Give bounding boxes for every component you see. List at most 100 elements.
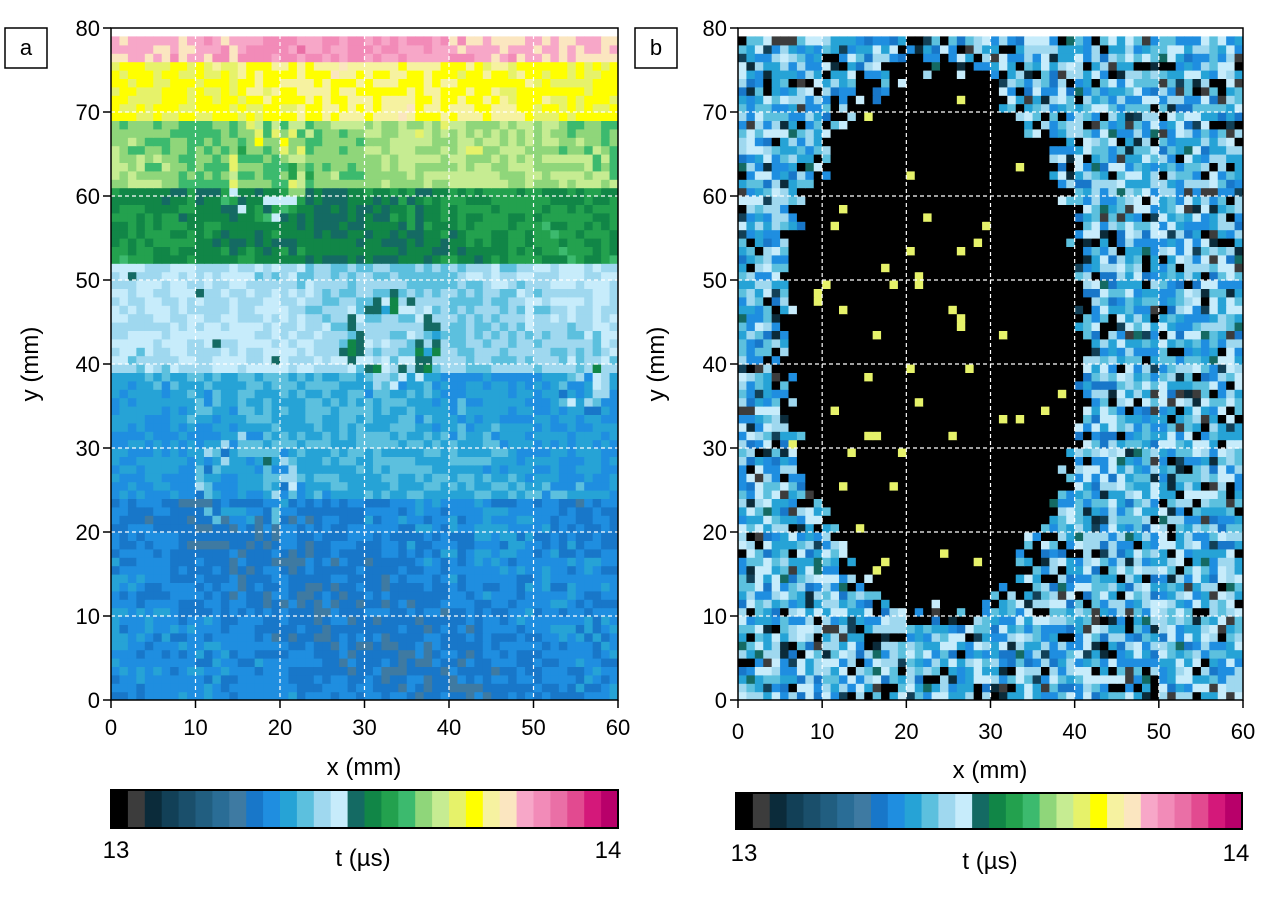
heatmap-cell bbox=[491, 498, 501, 508]
heatmap-cell bbox=[161, 523, 171, 533]
heatmap-cell bbox=[406, 683, 416, 693]
heatmap-cell bbox=[203, 78, 213, 88]
heatmap-cell bbox=[254, 540, 264, 550]
heatmap-cell bbox=[322, 439, 332, 449]
heatmap-cell bbox=[203, 61, 213, 71]
heatmap-cell bbox=[305, 263, 315, 273]
heatmap-cell bbox=[229, 280, 239, 289]
heatmap-cell bbox=[423, 624, 433, 634]
heatmap-cell bbox=[305, 481, 315, 491]
heatmap-cell bbox=[482, 162, 492, 172]
heatmap-cell bbox=[263, 548, 273, 558]
heatmap-cell bbox=[465, 355, 475, 365]
heatmap-cell bbox=[178, 254, 188, 264]
heatmap-cell bbox=[474, 296, 484, 306]
heatmap-cell bbox=[254, 86, 264, 96]
heatmap-cell bbox=[372, 532, 382, 541]
heatmap-cell bbox=[449, 674, 459, 684]
heatmap-cell bbox=[364, 196, 374, 205]
heatmap-cell bbox=[482, 616, 492, 625]
heatmap-cell bbox=[415, 590, 425, 600]
heatmap-cell bbox=[398, 523, 408, 533]
heatmap-cell bbox=[415, 263, 425, 273]
heatmap-cell bbox=[1041, 700, 1050, 709]
heatmap-cell bbox=[187, 389, 197, 399]
heatmap-cell bbox=[541, 78, 551, 88]
heatmap-cell bbox=[339, 296, 349, 306]
heatmap-cell bbox=[280, 162, 290, 172]
heatmap-cell bbox=[491, 691, 501, 700]
heatmap-cell bbox=[449, 448, 459, 457]
heatmap-cell bbox=[364, 481, 374, 491]
heatmap-cell bbox=[170, 128, 180, 138]
heatmap-cell bbox=[313, 238, 323, 247]
heatmap-cell bbox=[432, 53, 442, 63]
heatmap-cell bbox=[491, 296, 501, 306]
heatmap-cell bbox=[440, 86, 450, 96]
heatmap-cell bbox=[212, 649, 222, 659]
heatmap-cell bbox=[525, 481, 535, 491]
heatmap-cell bbox=[170, 557, 180, 567]
heatmap-cell bbox=[457, 128, 467, 138]
heatmap-cell bbox=[246, 313, 256, 323]
heatmap-cell bbox=[237, 128, 247, 138]
heatmap-cell bbox=[449, 120, 459, 130]
heatmap-cell bbox=[330, 674, 340, 684]
heatmap-cell bbox=[330, 288, 340, 298]
heatmap-cell bbox=[541, 95, 551, 105]
heatmap-cell bbox=[584, 582, 594, 592]
heatmap-cell bbox=[271, 246, 281, 256]
heatmap-cell bbox=[237, 78, 247, 88]
heatmap-cell bbox=[575, 666, 585, 676]
heatmap-cell bbox=[347, 61, 357, 71]
heatmap-cell bbox=[119, 599, 129, 609]
heatmap-cell bbox=[136, 565, 146, 575]
heatmap-cell bbox=[525, 112, 535, 121]
heatmap-cell bbox=[533, 204, 543, 214]
heatmap-cell bbox=[423, 313, 433, 323]
heatmap-cell bbox=[465, 145, 475, 155]
heatmap-cell bbox=[144, 271, 154, 281]
heatmap-cell bbox=[254, 490, 264, 499]
heatmap-cell bbox=[1083, 700, 1092, 709]
heatmap-cell bbox=[178, 506, 188, 516]
heatmap-cell bbox=[178, 666, 188, 676]
heatmap-cell bbox=[195, 607, 205, 617]
heatmap-cell bbox=[499, 683, 509, 693]
heatmap-cell bbox=[584, 389, 594, 399]
heatmap-cell bbox=[558, 590, 568, 600]
heatmap-cell bbox=[398, 590, 408, 600]
heatmap-cell bbox=[406, 431, 416, 441]
heatmap-cell bbox=[170, 649, 180, 659]
heatmap-cell bbox=[212, 431, 222, 441]
heatmap-cell bbox=[203, 448, 213, 457]
heatmap-cell bbox=[271, 288, 281, 298]
heatmap-cell bbox=[609, 254, 618, 264]
heatmap-cell bbox=[178, 53, 188, 63]
heatmap-cell bbox=[330, 78, 340, 88]
heatmap-cell bbox=[381, 414, 391, 424]
heatmap-cell bbox=[406, 649, 416, 659]
heatmap-cell bbox=[237, 406, 247, 415]
heatmap-cell bbox=[356, 246, 366, 256]
heatmap-cell bbox=[280, 78, 290, 88]
heatmap-cell bbox=[136, 70, 146, 79]
heatmap-cell bbox=[212, 128, 222, 138]
heatmap-cell bbox=[432, 481, 442, 491]
heatmap-cell bbox=[474, 187, 484, 197]
heatmap-cell bbox=[457, 238, 467, 247]
heatmap-cell bbox=[465, 86, 475, 96]
heatmap-cell bbox=[296, 154, 306, 163]
heatmap-cell bbox=[203, 338, 213, 348]
heatmap-cell bbox=[575, 53, 585, 63]
heatmap-cell bbox=[389, 196, 399, 205]
heatmap-cell bbox=[195, 137, 205, 147]
heatmap-cell bbox=[237, 145, 247, 155]
heatmap-cell bbox=[482, 145, 492, 155]
heatmap-cell bbox=[170, 36, 180, 46]
heatmap-cell bbox=[237, 280, 247, 289]
heatmap-cell bbox=[356, 154, 366, 163]
heatmap-cell bbox=[127, 187, 137, 197]
heatmap-cell bbox=[136, 95, 146, 105]
heatmap-cell bbox=[550, 221, 560, 231]
